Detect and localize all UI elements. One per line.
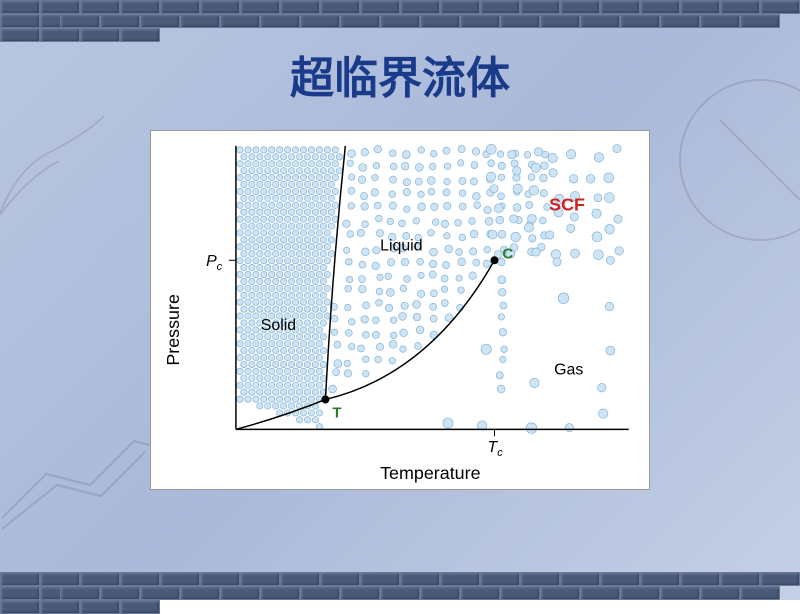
phase-diagram: Pc Tc T C Solid Liquid Gas SCF Temperatu… [150, 130, 650, 490]
triple-point [321, 396, 329, 404]
gas-region-label: Gas [554, 362, 583, 379]
bottom-brick-border [0, 572, 800, 600]
slide-title: 超临界流体 [0, 42, 800, 106]
critical-point [490, 256, 498, 264]
solid-region-label: Solid [261, 317, 296, 334]
x-axis-label: Temperature [380, 463, 480, 483]
top-brick-border [0, 0, 800, 28]
pc-label: Pc [206, 253, 223, 273]
tc-label: Tc [488, 439, 504, 459]
particles-layer [237, 144, 624, 433]
critical-point-label: C [502, 246, 513, 262]
y-axis-label: Pressure [163, 294, 183, 366]
phase-diagram-svg: Pc Tc T C Solid Liquid Gas SCF Temperatu… [151, 131, 649, 489]
liquid-region-label: Liquid [380, 237, 422, 254]
triple-point-label: T [332, 405, 341, 421]
scf-region-label: SCF [549, 195, 585, 215]
